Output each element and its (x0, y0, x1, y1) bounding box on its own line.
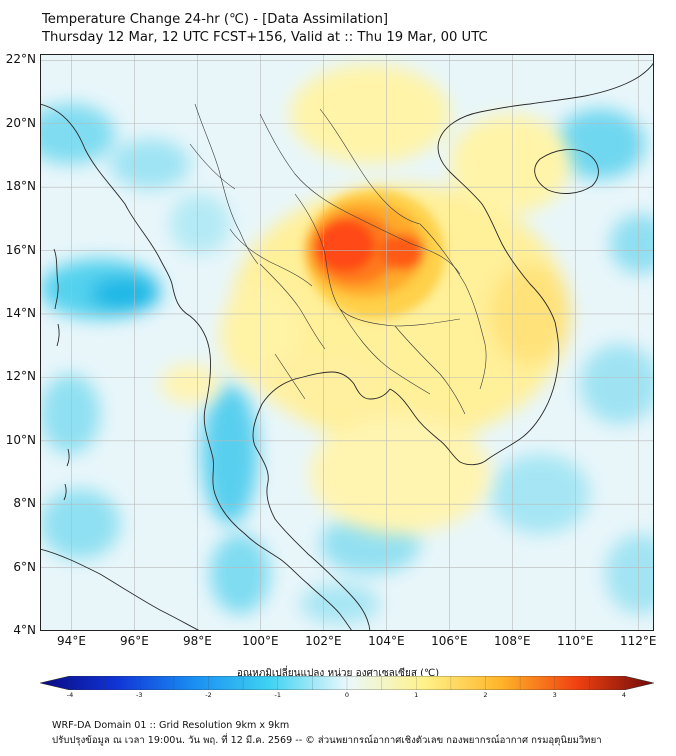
longitude-label: 94°E (57, 634, 86, 648)
map-title: Temperature Change 24-hr (℃) - [Data Ass… (42, 12, 389, 27)
colorbar (40, 676, 654, 690)
cool-anomaly-field (40, 104, 654, 624)
latitude-label: 14°N (5, 305, 36, 320)
latitude-label: 20°N (5, 115, 36, 130)
latitude-label: 6°N (13, 559, 36, 574)
latitude-label: 18°N (5, 179, 36, 194)
colorbar-tick-label: 3 (552, 691, 557, 699)
colorbar-tick-label: 0 (344, 691, 350, 699)
map-frame (40, 54, 654, 631)
colorbar-tick-label: 1 (414, 691, 419, 699)
colorbar-tick-label: -1 (274, 691, 281, 699)
latitude-label: 22°N (5, 52, 36, 67)
graticule (40, 54, 654, 631)
latitude-label: 8°N (13, 496, 36, 511)
map-subtitle: Thursday 12 Mar, 12 UTC FCST+156, Valid … (42, 30, 488, 45)
hot-core (305, 189, 445, 319)
longitude-label: 106°E (431, 634, 468, 648)
longitude-label: 98°E (182, 634, 212, 648)
longitude-label: 96°E (120, 634, 149, 648)
coastlines (40, 61, 654, 631)
longitude-label: 104°E (368, 634, 405, 648)
footer-update-info: ปรับปรุงข้อมูล ณ เวลา 19:00น. วัน พฤ. ที… (52, 735, 602, 746)
latitude-label: 10°N (5, 432, 36, 447)
colorbar-label: อุณหภูมิเปลี่ยนแปลง หน่วย องศาเซลเซียส (… (236, 668, 440, 679)
longitude-label: 112°E (620, 634, 657, 648)
colorbar-tick-label: 2 (483, 691, 488, 699)
country-borders (189, 103, 487, 415)
colorbar-tick-label: -2 (205, 691, 212, 699)
colorbar-gradient (40, 676, 654, 690)
latitude-label: 4°N (13, 623, 36, 637)
latitude-label: 16°N (5, 242, 36, 257)
longitude-label: 100°E (242, 634, 279, 648)
colorbar-tick-label: 4 (621, 691, 627, 699)
temperature-change-map (40, 54, 654, 631)
map-panel (40, 54, 654, 631)
longitude-label: 110°E (557, 634, 594, 648)
longitude-label: 102°E (305, 634, 342, 648)
colorbar-tick-label: -3 (136, 691, 143, 699)
longitude-label: 108°E (494, 634, 531, 648)
latitude-label: 12°N (5, 369, 36, 384)
footer-domain-info: WRF-DA Domain 01 :: Grid Resolution 9km … (52, 720, 290, 731)
colorbar-tick-label: -4 (66, 691, 74, 699)
colorbar-tickmarks (69, 676, 625, 690)
